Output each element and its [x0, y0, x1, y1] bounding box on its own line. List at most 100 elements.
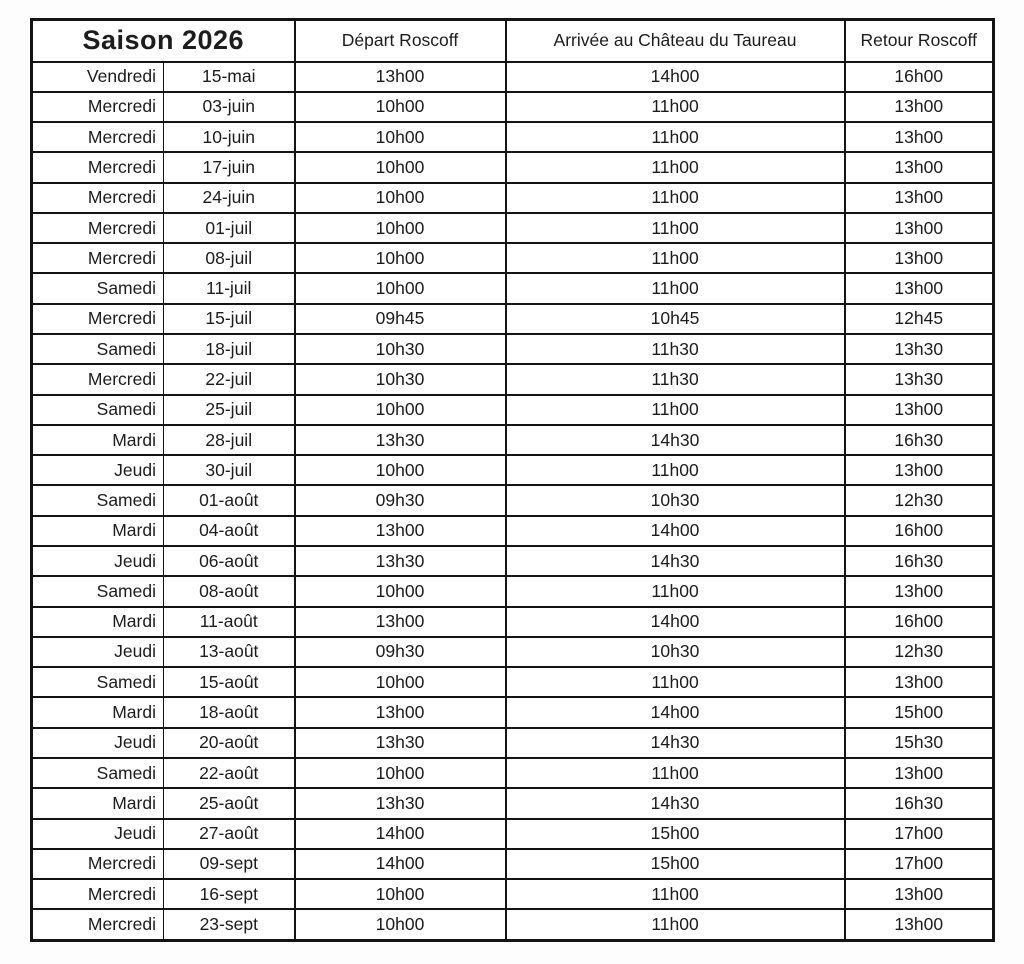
- table-row: Mercredi 03-juin 10h00 11h00 13h00: [30, 90, 995, 124]
- date-cell: 10-juin: [163, 121, 296, 154]
- table-row: Samedi 18-juil 10h30 11h30 13h30: [30, 333, 995, 366]
- depart-cell: 10h00: [293, 181, 507, 214]
- depart-cell: 10h00: [293, 756, 507, 790]
- date-cell: 06-août: [163, 544, 296, 578]
- arrivee-cell: 14h30: [504, 726, 846, 759]
- table-row: Samedi 15-août 10h00 11h00 13h00: [30, 666, 995, 699]
- header-arrivee-chateau: Arrivée au Château du Taureau: [504, 18, 846, 63]
- arrivee-cell: 14h00: [504, 60, 846, 93]
- depart-cell: 10h00: [293, 90, 507, 124]
- day-cell: Samedi: [30, 756, 164, 790]
- day-cell: Mardi: [30, 423, 164, 457]
- date-cell: 17-juin: [163, 151, 296, 184]
- depart-cell: 10h00: [293, 454, 507, 487]
- retour-cell: 13h00: [843, 242, 995, 275]
- depart-cell: 10h00: [293, 575, 507, 608]
- header-retour-roscoff: Retour Roscoff: [843, 18, 995, 63]
- day-cell: Mardi: [30, 787, 164, 820]
- arrivee-cell: 11h30: [504, 333, 846, 366]
- date-cell: 16-sept: [163, 878, 296, 911]
- date-cell: 20-août: [163, 726, 296, 759]
- table-row: Mardi 11-août 13h00 14h00 16h00: [30, 605, 995, 638]
- table-row: Mercredi 10-juin 10h00 11h00 13h00: [30, 121, 995, 154]
- arrivee-cell: 11h00: [504, 393, 846, 426]
- depart-cell: 10h30: [293, 333, 507, 366]
- arrivee-cell: 11h00: [504, 666, 846, 699]
- day-cell: Vendredi: [30, 60, 164, 93]
- day-cell: Mercredi: [30, 302, 164, 336]
- depart-cell: 13h30: [293, 423, 507, 457]
- retour-cell: 16h30: [843, 544, 995, 578]
- arrivee-cell: 11h00: [504, 211, 846, 245]
- depart-cell: 13h00: [293, 60, 507, 93]
- depart-cell: 10h00: [293, 211, 507, 245]
- depart-cell: 10h00: [293, 242, 507, 275]
- table-row: Jeudi 13-août 09h30 10h30 12h30: [30, 635, 995, 669]
- table-header: Saison 2026 Départ Roscoff Arrivée au Ch…: [30, 18, 995, 63]
- arrivee-cell: 14h00: [504, 605, 846, 638]
- table-row: Samedi 01-août 09h30 10h30 12h30: [30, 484, 995, 517]
- depart-cell: 09h30: [293, 484, 507, 517]
- retour-cell: 16h00: [843, 605, 995, 638]
- table-row: Mardi 25-août 13h30 14h30 16h30: [30, 787, 995, 820]
- table-row: Jeudi 27-août 14h00 15h00 17h00: [30, 817, 995, 850]
- arrivee-cell: 11h00: [504, 908, 846, 942]
- depart-cell: 13h00: [293, 605, 507, 638]
- day-cell: Mercredi: [30, 181, 164, 214]
- retour-cell: 13h00: [843, 121, 995, 154]
- depart-cell: 10h00: [293, 272, 507, 305]
- date-cell: 08-août: [163, 575, 296, 608]
- arrivee-cell: 15h00: [504, 847, 846, 881]
- day-cell: Jeudi: [30, 726, 164, 759]
- retour-cell: 16h30: [843, 787, 995, 820]
- date-cell: 25-juil: [163, 393, 296, 426]
- retour-cell: 13h30: [843, 363, 995, 396]
- day-cell: Mercredi: [30, 242, 164, 275]
- date-cell: 30-juil: [163, 454, 296, 487]
- day-cell: Mercredi: [30, 121, 164, 154]
- retour-cell: 13h00: [843, 454, 995, 487]
- arrivee-cell: 14h30: [504, 544, 846, 578]
- date-cell: 18-juil: [163, 333, 296, 366]
- day-cell: Samedi: [30, 333, 164, 366]
- retour-cell: 16h00: [843, 514, 995, 548]
- arrivee-cell: 11h00: [504, 575, 846, 608]
- retour-cell: 13h00: [843, 211, 995, 245]
- depart-cell: 09h45: [293, 302, 507, 336]
- retour-cell: 13h00: [843, 575, 995, 608]
- arrivee-cell: 11h00: [504, 121, 846, 154]
- retour-cell: 15h00: [843, 696, 995, 729]
- date-cell: 22-août: [163, 756, 296, 790]
- depart-cell: 09h30: [293, 635, 507, 669]
- arrivee-cell: 14h30: [504, 423, 846, 457]
- date-cell: 03-juin: [163, 90, 296, 124]
- date-cell: 09-sept: [163, 847, 296, 881]
- day-cell: Jeudi: [30, 454, 164, 487]
- arrivee-cell: 14h00: [504, 514, 846, 548]
- date-cell: 04-août: [163, 514, 296, 548]
- arrivee-cell: 14h00: [504, 696, 846, 729]
- table-row: Samedi 22-août 10h00 11h00 13h00: [30, 756, 995, 790]
- day-cell: Mercredi: [30, 878, 164, 911]
- date-cell: 25-août: [163, 787, 296, 820]
- date-cell: 11-juil: [163, 272, 296, 305]
- arrivee-cell: 11h00: [504, 90, 846, 124]
- day-cell: Samedi: [30, 484, 164, 517]
- table-row: Mercredi 15-juil 09h45 10h45 12h45: [30, 302, 995, 336]
- day-cell: Mardi: [30, 605, 164, 638]
- depart-cell: 10h00: [293, 393, 507, 426]
- day-cell: Mercredi: [30, 908, 164, 942]
- date-cell: 13-août: [163, 635, 296, 669]
- depart-cell: 13h30: [293, 726, 507, 759]
- date-cell: 22-juil: [163, 363, 296, 396]
- table-row: Mardi 18-août 13h00 14h00 15h00: [30, 696, 995, 729]
- header-depart-roscoff: Départ Roscoff: [293, 18, 507, 63]
- retour-cell: 15h30: [843, 726, 995, 759]
- table-row: Jeudi 30-juil 10h00 11h00 13h00: [30, 454, 995, 487]
- date-cell: 28-juil: [163, 423, 296, 457]
- retour-cell: 17h00: [843, 847, 995, 881]
- retour-cell: 17h00: [843, 817, 995, 850]
- day-cell: Jeudi: [30, 817, 164, 850]
- arrivee-cell: 11h00: [504, 454, 846, 487]
